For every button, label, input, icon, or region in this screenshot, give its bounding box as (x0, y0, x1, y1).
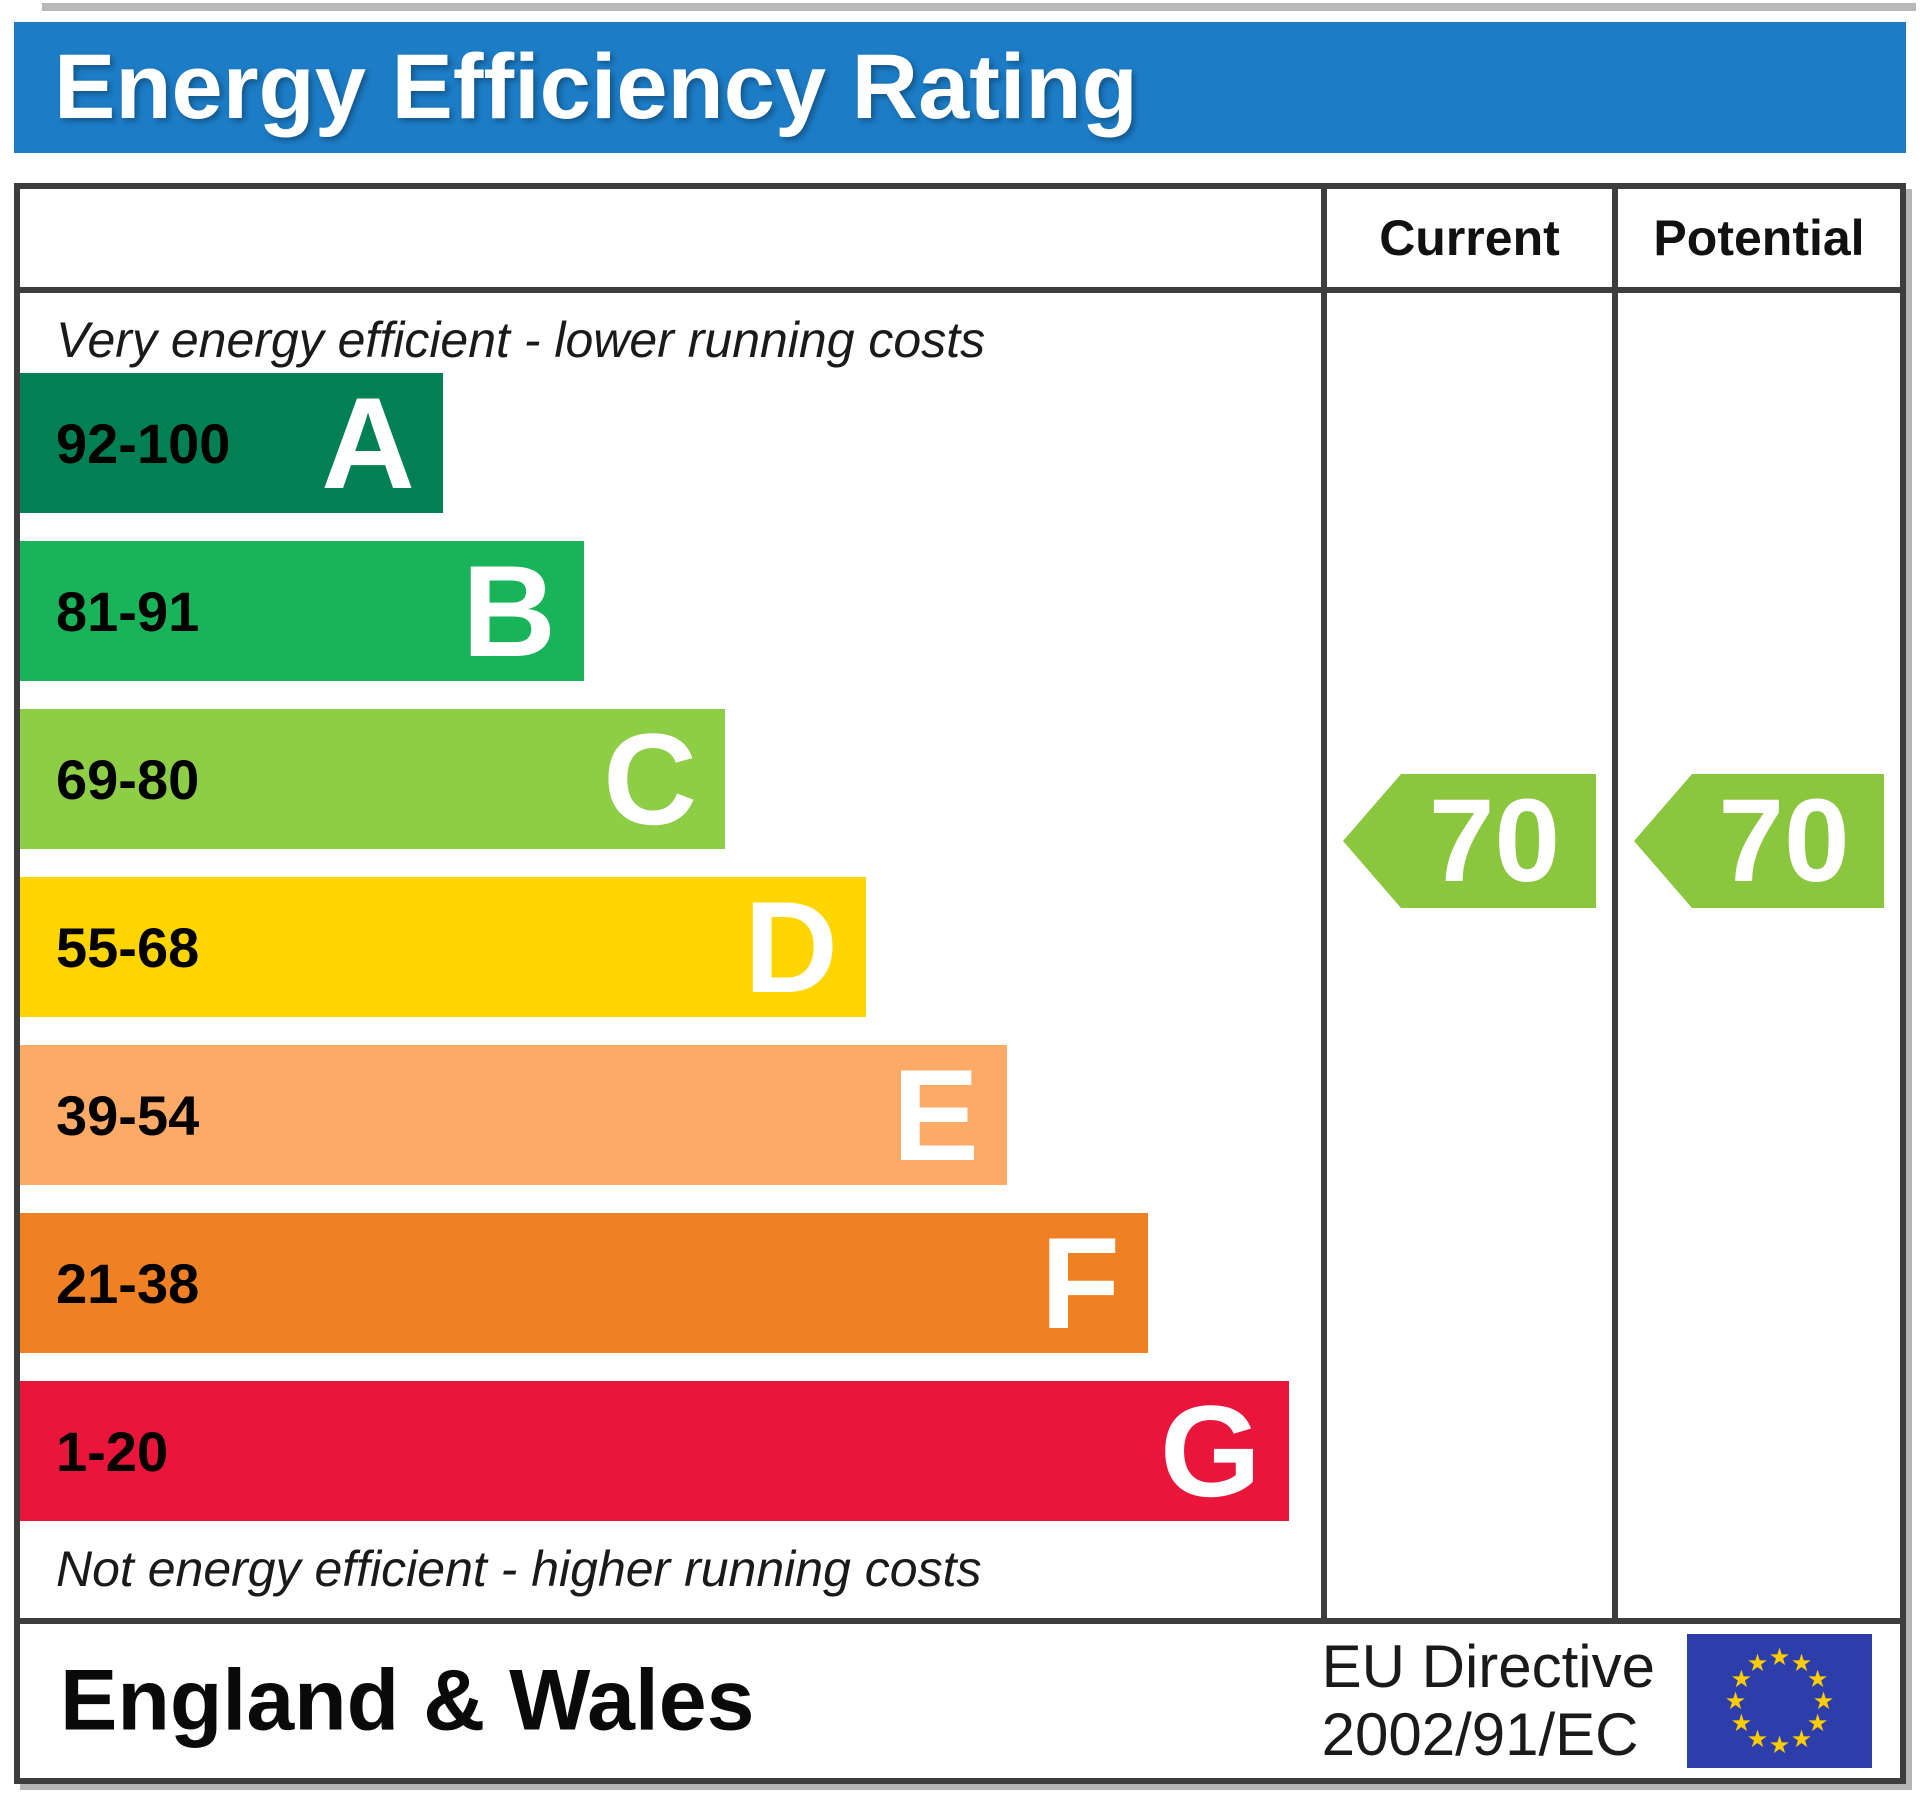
potential-header: Potential (1612, 189, 1900, 293)
band-bar-g: 1-20 G (20, 1381, 1289, 1521)
current-header: Current (1321, 189, 1612, 293)
eu-star-icon: ★ (1724, 1687, 1747, 1715)
band-bar-d: 55-68 D (20, 877, 866, 1017)
rating-header-spacer (20, 189, 1321, 293)
rating-scale: Very energy efficient - lower running co… (20, 293, 1321, 1618)
eu-directive-line1: EU Directive (1321, 1633, 1655, 1700)
band-row: 69-80 C (20, 709, 1321, 849)
band-row: 39-54 E (20, 1045, 1321, 1185)
eu-star-icon: ★ (1730, 1709, 1753, 1737)
band-row: 55-68 D (20, 877, 1321, 1017)
band-letter: D (744, 874, 838, 1020)
eu-star-icon: ★ (1730, 1665, 1753, 1693)
footer: England & Wales EU Directive 2002/91/EC … (20, 1618, 1900, 1778)
eu-star-icon: ★ (1806, 1665, 1829, 1693)
band-range-label: 21-38 (56, 1251, 200, 1315)
current-arrow: 70 (1343, 774, 1596, 908)
bottom-note: Not energy efficient - higher running co… (56, 1541, 982, 1597)
band-range-label: 81-91 (56, 579, 200, 643)
band-range-label: 69-80 (56, 747, 200, 811)
band-row: 1-20 G (20, 1381, 1321, 1521)
band-row: 92-100 A (20, 373, 1321, 513)
band-letter: E (892, 1042, 979, 1188)
eu-star-icon: ★ (1768, 1731, 1791, 1759)
band-range-label: 55-68 (56, 915, 200, 979)
eu-flag-icon: ★ ★ ★ ★ ★ ★ ★ ★ ★ ★ ★ ★ (1687, 1634, 1872, 1768)
eu-star-icon: ★ (1790, 1648, 1813, 1677)
page-title: Energy Efficiency Rating (54, 36, 1138, 138)
eu-directive-line2: 2002/91/EC (1321, 1701, 1639, 1768)
band-letter: B (462, 538, 556, 684)
epc-table: Current Potential Very energy efficient … (14, 183, 1906, 1784)
band-letter: F (1040, 1210, 1120, 1356)
band-range-label: 39-54 (56, 1083, 200, 1147)
current-column: 70 (1321, 293, 1612, 1618)
potential-arrow: 70 (1634, 774, 1884, 908)
band-bar-a: 92-100 A (20, 373, 443, 513)
band-letter: G (1159, 1378, 1261, 1524)
band-letter: C (603, 706, 697, 852)
eu-directive-label: EU Directive 2002/91/EC (1322, 1633, 1655, 1769)
band-row: 81-91 B (20, 541, 1321, 681)
eu-star-icon: ★ (1812, 1687, 1835, 1715)
top-shadow-strip (42, 3, 1916, 11)
band-bar-b: 81-91 B (20, 541, 584, 681)
band-row: 21-38 F (20, 1213, 1321, 1353)
bands: 92-100 A 81-91 B 69-80 C 55-68 D 39-54 E 21-38 F 1-2… (20, 373, 1321, 1549)
region-label: England & Wales (60, 1652, 755, 1749)
eu-star-icon: ★ (1768, 1643, 1791, 1671)
band-bar-e: 39-54 E (20, 1045, 1007, 1185)
eu-star-icon: ★ (1746, 1725, 1769, 1754)
eu-star-icon: ★ (1806, 1709, 1829, 1737)
band-bar-f: 21-38 F (20, 1213, 1148, 1353)
potential-column: 70 (1612, 293, 1900, 1618)
top-note: Very energy efficient - lower running co… (56, 312, 986, 368)
eu-star-icon: ★ (1746, 1648, 1769, 1677)
band-range-label: 1-20 (56, 1419, 169, 1483)
title-bar: Energy Efficiency Rating (14, 22, 1906, 153)
band-letter: A (321, 370, 415, 516)
eu-star-icon: ★ (1790, 1725, 1813, 1754)
band-bar-c: 69-80 C (20, 709, 725, 849)
band-range-label: 92-100 (56, 411, 231, 475)
